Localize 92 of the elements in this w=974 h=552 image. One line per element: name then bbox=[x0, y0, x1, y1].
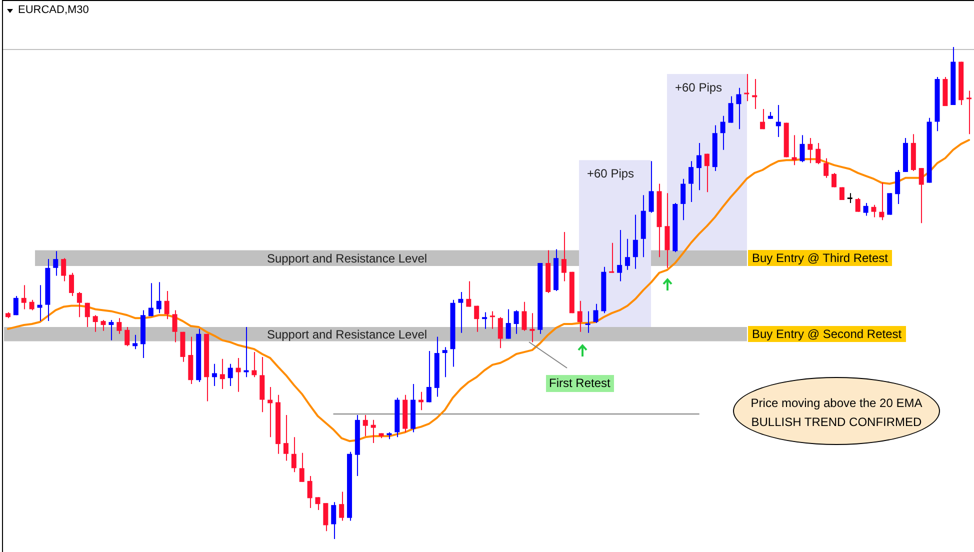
candlestick bbox=[530, 312, 535, 343]
candlestick bbox=[808, 138, 813, 164]
candlestick bbox=[609, 242, 614, 274]
candlestick bbox=[816, 142, 821, 165]
candlestick bbox=[648, 160, 654, 214]
candlestick bbox=[442, 346, 448, 378]
candlestick bbox=[370, 419, 376, 444]
candlestick bbox=[514, 310, 519, 334]
candlestick bbox=[299, 452, 304, 482]
band-label: Support and Resistance Level bbox=[266, 251, 428, 266]
candlestick bbox=[426, 350, 432, 403]
band-label: +60 Pips bbox=[587, 166, 634, 180]
candlestick bbox=[760, 108, 766, 130]
candlestick bbox=[839, 186, 844, 201]
candlestick bbox=[92, 314, 98, 332]
candlestick bbox=[172, 310, 178, 343]
candlestick bbox=[720, 115, 726, 150]
candlestick bbox=[832, 172, 837, 188]
candlestick bbox=[744, 74, 750, 102]
candlestick bbox=[736, 87, 742, 130]
candlestick bbox=[307, 476, 312, 509]
candlestick bbox=[632, 214, 638, 270]
candlestick bbox=[918, 168, 924, 224]
candlestick bbox=[76, 292, 82, 318]
candlestick bbox=[617, 230, 622, 282]
candlestick bbox=[800, 134, 805, 163]
annotation: First Retest bbox=[546, 375, 614, 392]
candlestick bbox=[871, 204, 876, 218]
annotation: Buy Entry @ Second Retest bbox=[748, 326, 906, 342]
annotation: Price moving above the 20 EMA BULLISH TREND CONFIRMED bbox=[750, 395, 922, 431]
candlestick bbox=[331, 502, 336, 540]
candlestick bbox=[466, 280, 472, 308]
candlestick bbox=[728, 96, 734, 124]
candlestick bbox=[855, 198, 860, 212]
candlestick bbox=[458, 292, 464, 334]
candlestick bbox=[61, 258, 66, 282]
candlestick bbox=[895, 170, 900, 204]
candlestick bbox=[776, 104, 781, 138]
chart-title: EURCAD,M30 bbox=[18, 4, 89, 16]
candlestick bbox=[490, 310, 495, 330]
candlestick bbox=[315, 496, 320, 510]
candlestick bbox=[116, 318, 122, 334]
band-label: Support and Resistance Level bbox=[266, 327, 428, 342]
candlestick bbox=[132, 334, 138, 350]
candlestick bbox=[585, 310, 590, 334]
candlestick bbox=[228, 363, 233, 386]
candlestick bbox=[482, 312, 488, 330]
candlestick bbox=[69, 272, 74, 296]
candlestick bbox=[29, 299, 34, 311]
band-label: +60 Pips bbox=[675, 80, 722, 94]
candlestick bbox=[323, 502, 328, 532]
candlestick bbox=[13, 295, 18, 316]
candlestick bbox=[792, 134, 797, 166]
candlestick bbox=[704, 153, 710, 193]
candlestick bbox=[593, 303, 598, 324]
candlestick bbox=[164, 290, 170, 320]
candlestick bbox=[236, 357, 241, 392]
candlestick bbox=[863, 202, 868, 216]
candlestick bbox=[220, 358, 225, 390]
candlestick bbox=[156, 282, 162, 314]
candlestick bbox=[283, 414, 288, 462]
candlestick bbox=[291, 436, 296, 473]
candlestick bbox=[362, 414, 368, 437]
candlestick bbox=[339, 491, 344, 522]
candlestick bbox=[522, 301, 527, 332]
candlestick bbox=[887, 192, 892, 216]
candlestick bbox=[124, 326, 130, 347]
candlestick bbox=[680, 178, 686, 221]
candlestick bbox=[474, 305, 480, 332]
candlestick bbox=[506, 308, 511, 340]
candlestick bbox=[577, 300, 582, 332]
candlestick bbox=[879, 182, 884, 221]
annotation: Buy Entry @ Third Retest bbox=[748, 250, 892, 266]
candlestick bbox=[100, 320, 106, 332]
candlestick bbox=[688, 160, 694, 202]
candlestick bbox=[244, 326, 249, 378]
candlestick bbox=[561, 231, 566, 282]
candlestick bbox=[624, 238, 630, 270]
candlestick bbox=[498, 316, 503, 349]
candlestick bbox=[53, 250, 58, 276]
candlestick bbox=[108, 320, 114, 341]
candlestick bbox=[148, 282, 154, 317]
candlestick bbox=[21, 284, 26, 310]
candlestick bbox=[966, 90, 972, 135]
candlestick bbox=[37, 284, 42, 322]
candlestick bbox=[84, 302, 90, 328]
candlestick bbox=[252, 352, 257, 378]
candlestick bbox=[847, 192, 852, 204]
candlestick bbox=[212, 363, 217, 386]
candlestick bbox=[696, 142, 702, 191]
candlestick bbox=[752, 78, 758, 110]
candlestick bbox=[824, 158, 829, 178]
